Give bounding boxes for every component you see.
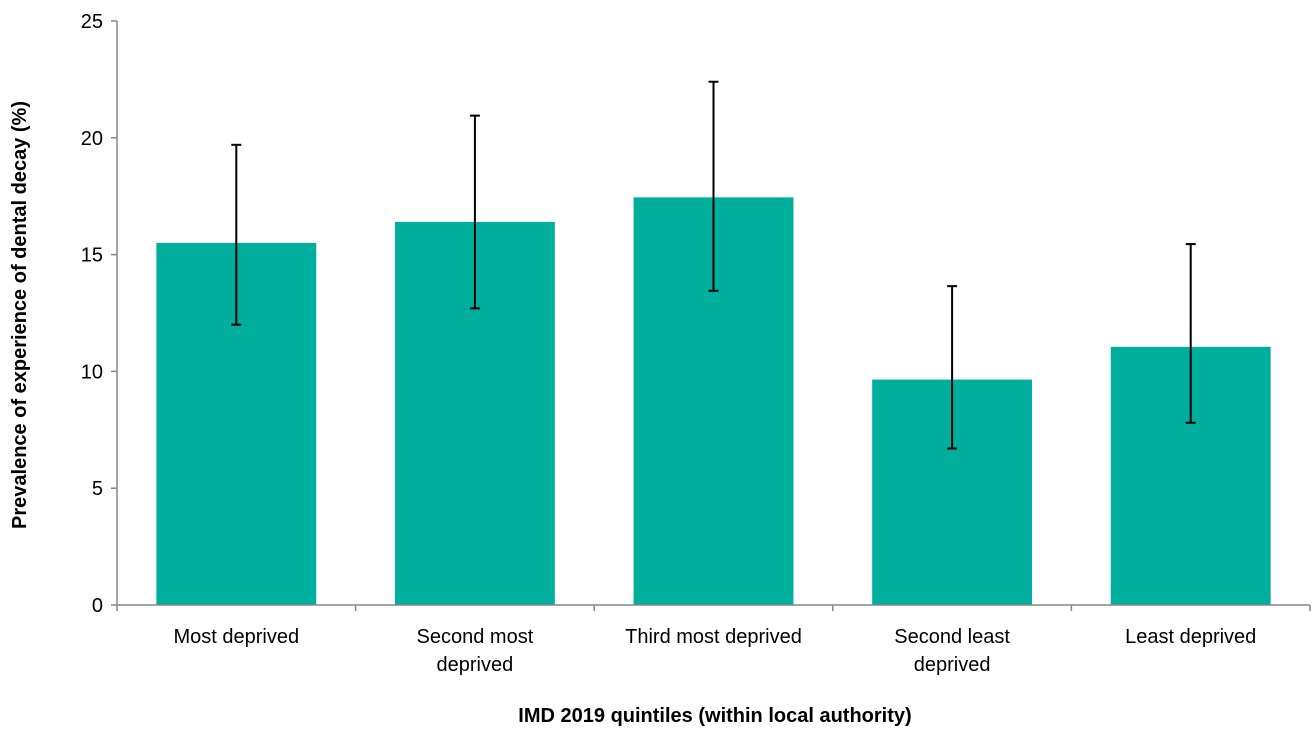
error-bar-2 — [469, 114, 480, 310]
axes-layer — [111, 20, 1311, 611]
y-tick-label: 20 — [81, 128, 103, 150]
labels-layer: 0 5 10 15 20 25 Most deprived Second most depriv… — [81, 11, 1257, 676]
y-axis-title: Prevalence of experience of dental decay… — [9, 101, 31, 529]
x-category-label: Most deprived — [173, 626, 299, 648]
x-category-label: Second most deprived — [417, 626, 534, 676]
error-bars-layer — [231, 80, 1196, 450]
y-tick-label: 25 — [81, 11, 103, 33]
error-bar-4 — [947, 285, 958, 450]
x-category-label: Least deprived — [1125, 626, 1256, 648]
x-category-label: Second least deprived — [894, 626, 1010, 676]
y-tick-label: 15 — [81, 245, 103, 267]
y-tick-label: 0 — [92, 595, 103, 617]
y-tick-label: 5 — [92, 478, 103, 500]
y-tick-label: 10 — [81, 361, 103, 383]
error-bar-5 — [1185, 243, 1196, 424]
error-bar-1 — [231, 143, 242, 326]
x-category-label: Third most deprived — [625, 626, 802, 648]
x-axis-title: IMD 2019 quintiles (within local authori… — [518, 705, 911, 727]
error-bar-3 — [708, 80, 719, 292]
